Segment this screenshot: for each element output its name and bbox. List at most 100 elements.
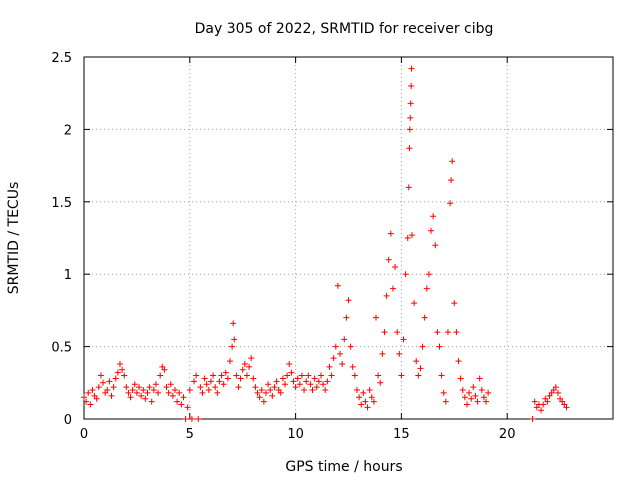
data-point	[400, 336, 407, 343]
data-point	[405, 184, 412, 191]
data-point	[406, 145, 413, 152]
data-point	[284, 372, 291, 379]
data-point	[404, 235, 411, 241]
data-point	[230, 320, 237, 327]
data-point	[148, 398, 155, 405]
data-point	[373, 314, 380, 321]
data-point	[218, 372, 225, 379]
data-point	[538, 407, 545, 414]
data-point	[271, 384, 278, 391]
data-point	[432, 242, 439, 249]
y-tick-label: 0.5	[51, 341, 72, 356]
data-point	[531, 398, 538, 405]
data-point	[463, 401, 470, 408]
data-point	[146, 384, 153, 391]
data-point	[106, 378, 113, 385]
data-point	[470, 384, 477, 391]
data-point	[116, 360, 123, 367]
data-point	[97, 372, 104, 379]
data-point	[436, 343, 443, 350]
data-point	[121, 372, 128, 379]
y-tick-label: 1	[64, 268, 72, 283]
data-point	[163, 384, 170, 391]
data-point	[201, 375, 208, 382]
data-point	[138, 392, 145, 399]
data-point	[398, 372, 405, 379]
data-point	[423, 285, 430, 292]
data-point	[370, 398, 377, 405]
data-point	[125, 389, 132, 396]
data-point	[411, 300, 418, 307]
data-point	[434, 329, 441, 336]
data-point	[171, 387, 178, 394]
data-point	[104, 387, 111, 394]
data-point	[229, 343, 236, 350]
data-point	[392, 263, 399, 270]
data-point	[231, 336, 238, 343]
data-point	[193, 372, 200, 379]
data-point	[332, 343, 339, 350]
data-point	[421, 314, 428, 321]
x-axis-label: GPS time / hours	[285, 459, 402, 475]
data-point	[326, 363, 333, 370]
data-point	[205, 387, 212, 394]
data-point	[415, 372, 422, 379]
data-point	[311, 375, 318, 382]
data-point	[315, 378, 322, 385]
data-point	[442, 398, 449, 405]
data-point	[108, 392, 115, 399]
data-point	[224, 375, 231, 382]
data-point	[133, 389, 140, 396]
data-point	[269, 392, 276, 399]
data-point	[313, 384, 320, 391]
data-point	[246, 363, 253, 370]
data-point	[466, 389, 473, 396]
data-point	[178, 401, 185, 408]
data-point	[93, 395, 100, 402]
data-point	[563, 404, 570, 411]
x-tick-label: 0	[80, 427, 88, 442]
data-point	[216, 378, 223, 385]
data-point	[114, 369, 121, 376]
data-point	[279, 375, 286, 382]
data-point	[239, 366, 246, 373]
data-point	[413, 358, 420, 365]
data-point	[377, 379, 384, 386]
data-point	[455, 358, 462, 365]
grid	[84, 57, 613, 419]
data-point	[451, 300, 458, 307]
data-point	[447, 200, 454, 207]
data-point	[167, 381, 174, 388]
data-point	[290, 378, 297, 385]
data-point	[368, 394, 375, 401]
chart-title: Day 305 of 2022, SRMTID for receiver cib…	[195, 21, 494, 37]
data-point	[425, 271, 432, 278]
data-point	[129, 387, 136, 394]
data-point	[142, 395, 149, 402]
data-point	[235, 384, 242, 391]
data-point	[353, 387, 360, 394]
data-point	[214, 389, 221, 396]
data-point	[180, 394, 187, 401]
data-point	[341, 336, 348, 343]
data-point	[474, 398, 481, 405]
data-point	[256, 394, 263, 401]
data-point	[457, 375, 464, 382]
data-point	[87, 401, 94, 408]
axis-ticks: 0 5 10 15 20 0 0.5 1 1.5 2 2.5	[51, 51, 613, 442]
data-point	[254, 389, 261, 396]
data-point	[358, 401, 365, 408]
data-point	[184, 404, 191, 411]
data-point	[449, 158, 456, 165]
data-point	[288, 369, 295, 376]
data-point	[337, 350, 344, 357]
data-point	[237, 375, 244, 382]
data-point	[408, 65, 415, 72]
data-point	[258, 387, 265, 394]
y-tick-label: 1.5	[51, 196, 72, 211]
data-point	[330, 355, 337, 362]
data-point	[210, 372, 217, 379]
data-point	[366, 387, 373, 394]
x-tick-label: 10	[287, 427, 304, 442]
